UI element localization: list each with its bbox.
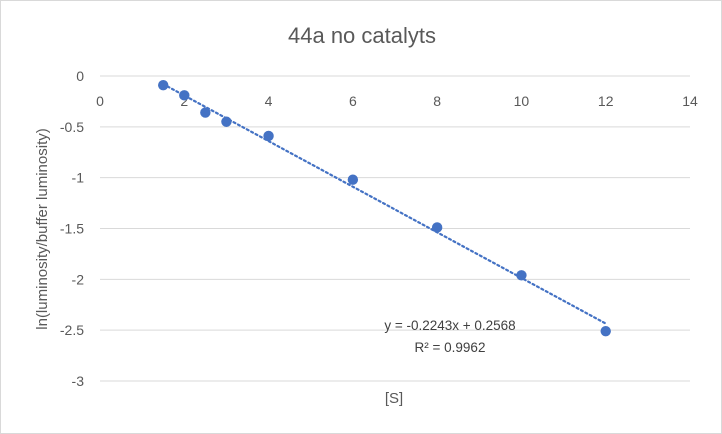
data-point: [347, 174, 359, 185]
data-point: [431, 222, 443, 233]
data-point: [179, 90, 190, 101]
x-axis-title: [S]: [385, 390, 403, 407]
x-tick-label: 8: [433, 93, 441, 109]
y-tick-label: -2: [72, 271, 85, 287]
gridlines: [100, 126, 690, 382]
x-tick-label: 2: [180, 93, 188, 109]
x-tick-label: 4: [265, 93, 273, 109]
trendline-r-squared: R² = 0.9962: [415, 340, 486, 355]
x-tick-label: 12: [598, 93, 614, 109]
data-point: [263, 130, 274, 142]
trendline-equation: y = -0.2243x + 0.2568: [384, 318, 515, 333]
data-point: [221, 116, 232, 127]
y-tick-label: -3: [72, 373, 85, 389]
y-axis-title: ln(luminosity/buffer luminosity): [34, 128, 51, 329]
data-point: [516, 270, 527, 281]
x-tick-label: 0: [96, 93, 104, 109]
data-point: [158, 79, 169, 91]
data-point: [600, 325, 611, 337]
data-points: [158, 79, 611, 337]
x-tick-label: 6: [349, 93, 357, 109]
x-tick-label: 14: [682, 93, 698, 109]
y-tick-label: -2.5: [60, 322, 84, 338]
chart-title: 44a no catalyts: [288, 23, 436, 48]
trendline: [162, 82, 607, 325]
y-tick-label: -1: [72, 170, 85, 186]
y-tick-label: 0: [76, 68, 84, 84]
axes: 0 -0.5 -1 -1.5 -2 -2.5 -3 0 2 4 6 8 10 12 14: [60, 68, 698, 389]
x-tick-label: 10: [514, 93, 530, 109]
y-tick-label: -0.5: [60, 119, 84, 135]
y-tick-label: -1.5: [60, 221, 84, 237]
data-point: [200, 107, 211, 118]
trendline-group: [162, 82, 607, 325]
